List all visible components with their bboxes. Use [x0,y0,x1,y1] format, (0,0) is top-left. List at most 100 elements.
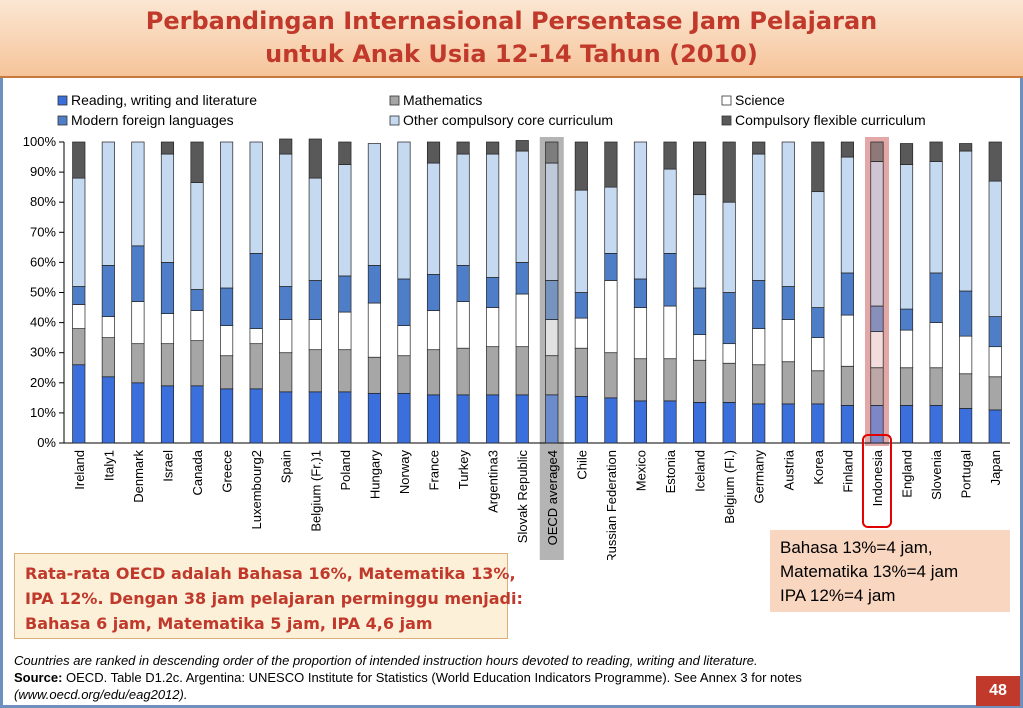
bar-segment-luxembourg2-reading-writing-and-literature [249,388,263,444]
category-label-france: France [427,450,442,490]
bar-stack-poland [338,141,352,444]
bar-segment-ireland-mathematics [72,328,86,366]
y-tick-label-60: 60% [30,254,56,269]
bar-segment-finland-modern-foreign-languages [840,272,854,316]
bar-segment-luxembourg2-mathematics [249,343,263,390]
bar-segment-germany-science [752,328,766,366]
bar-segment-indonesia-modern-foreign-languages [870,305,884,332]
bar-segment-russian-federation-science [604,280,618,354]
bar-segment-russian-federation-reading-writing-and-literature [604,397,618,444]
bar-segment-iceland-mathematics [693,359,707,403]
bar-segment-belgium-fl-science [722,343,736,364]
bar-segment-estonia-modern-foreign-languages [663,253,677,307]
bar-segment-oecd-average4-mathematics [545,355,559,396]
bar-stack-greece [220,141,234,444]
category-label-oecd-average4: OECD average4 [545,450,560,545]
bar-segment-austria-mathematics [781,361,795,405]
legend-label-science: Science [735,92,785,108]
bar-segment-russian-federation-modern-foreign-languages [604,253,618,281]
bar-segment-belgium-fl-compulsory-flexible-curriculum [722,141,736,203]
bar-segment-austria-other-compulsory-core-curriculum [781,141,795,287]
category-label-finland: Finland [840,450,855,493]
bar-segment-germany-modern-foreign-languages [752,280,766,329]
bar-segment-argentina3-reading-writing-and-literature [486,394,500,444]
bar-segment-denmark-science [131,301,145,345]
legend-label-reading-writing-and-literature: Reading, writing and literature [71,92,257,108]
bar-segment-greece-modern-foreign-languages [220,287,234,326]
bar-segment-slovak-republic-modern-foreign-languages [515,262,529,295]
bar-segment-indonesia-science [870,331,884,369]
bar-segment-russian-federation-mathematics [604,352,618,399]
bar-segment-norway-other-compulsory-core-curriculum [397,141,411,280]
legend-label-compulsory-flexible-curriculum: Compulsory flexible curriculum [735,112,926,128]
legend-item-compulsory-flexible-curriculum: Compulsory flexible curriculum [721,112,926,128]
footnote-source: Source: OECD. Table D1.2c. Argentina: UN… [14,669,974,686]
title-banner: Perbandingan Internasional Persentase Ja… [0,0,1023,78]
bar-segment-japan-modern-foreign-languages [988,316,1002,348]
bar-segment-england-mathematics [899,367,914,406]
bar-stack-france [426,141,441,444]
bar-stack-argentina3 [486,141,500,444]
bar-segment-germany-compulsory-flexible-curriculum [752,141,766,155]
bar-segment-canada-other-compulsory-core-curriculum [190,182,204,290]
bar-segment-poland-modern-foreign-languages [338,275,352,313]
bar-segment-spain-reading-writing-and-literature [279,391,293,444]
bar-segment-indonesia-reading-writing-and-literature [870,405,884,444]
title-line-1: Perbandingan Internasional Persentase Ja… [145,7,878,35]
bar-stack-turkey [456,141,470,444]
bar-segment-slovak-republic-reading-writing-and-literature [515,394,529,444]
category-label-russian-federation: Russian Federation [604,450,619,560]
title-line-2: untuk Anak Usia 12-14 Tahun (2010) [265,40,758,68]
bar-stack-chile [574,141,588,444]
bar-stack-japan [988,141,1002,444]
bar-segment-japan-reading-writing-and-literature [988,409,1002,444]
bar-segment-belgium-fl-other-compulsory-core-curriculum [722,201,736,293]
stacked-bar-chart: Reading, writing and literature Mathemati… [23,92,1010,560]
bar-segment-portugal-compulsory-flexible-curriculum [959,143,973,152]
bar-segment-canada-compulsory-flexible-curriculum [190,141,204,183]
bar-segment-belgium-fl-reading-writing-and-literature [722,402,736,444]
category-label-italy1: Italy1 [101,450,116,481]
bar-segment-germany-other-compulsory-core-curriculum [752,153,766,281]
bar-segment-slovenia-science [929,322,943,369]
category-label-portugal: Portugal [959,450,974,499]
bar-segment-japan-mathematics [988,376,1002,411]
bar-segment-turkey-compulsory-flexible-curriculum [456,141,470,155]
category-label-slovenia: Slovenia [929,449,944,500]
bar-segment-indonesia-compulsory-flexible-curriculum [870,141,884,162]
bar-segment-mexico-modern-foreign-languages [633,278,648,308]
bar-stack-oecd-average4 [545,141,559,444]
bar-segment-germany-reading-writing-and-literature [752,403,766,444]
bar-segment-slovenia-mathematics [929,367,943,406]
bar-segment-hungary-science [367,302,381,358]
legend-label-other-compulsory-core-curriculum: Other compulsory core curriculum [403,112,613,128]
bar-segment-poland-compulsory-flexible-curriculum [338,141,352,165]
bar-segment-argentina3-modern-foreign-languages [486,277,500,308]
bar-segment-england-reading-writing-and-literature [899,405,914,444]
bar-segment-greece-science [220,325,234,357]
bar-segment-england-compulsory-flexible-curriculum [899,143,914,165]
bar-segment-greece-mathematics [220,355,234,390]
footnote-ranking: Countries are ranked in descending order… [14,653,758,668]
bar-segment-finland-other-compulsory-core-curriculum [840,156,854,274]
category-label-argentina3: Argentina3 [486,450,501,513]
bar-segment-slovak-republic-other-compulsory-core-curriculum [515,150,529,263]
bar-stack-luxembourg2 [249,141,263,444]
bar-segment-russian-federation-compulsory-flexible-curriculum [604,141,618,188]
y-tick-label-10: 10% [30,405,56,420]
bar-segment-belgium-fr-1-mathematics [308,349,322,393]
bar-segment-japan-science [988,346,1002,378]
bar-segment-hungary-mathematics [367,356,381,394]
bar-segment-belgium-fr-1-reading-writing-and-literature [308,391,322,444]
bar-segment-iceland-other-compulsory-core-curriculum [693,194,707,289]
bar-segment-turkey-mathematics [456,347,470,396]
bar-segment-israel-compulsory-flexible-curriculum [160,141,175,155]
bar-segment-portugal-modern-foreign-languages [959,290,973,337]
bar-segment-oecd-average4-science [545,319,559,357]
category-label-austria: Austria [781,449,796,490]
bar-segment-argentina3-mathematics [486,346,500,396]
category-label-norway: Norway [397,450,412,495]
bar-segment-turkey-modern-foreign-languages [456,265,470,302]
legend-label-modern-foreign-languages: Modern foreign languages [71,112,234,128]
bar-stack-mexico [633,141,648,444]
